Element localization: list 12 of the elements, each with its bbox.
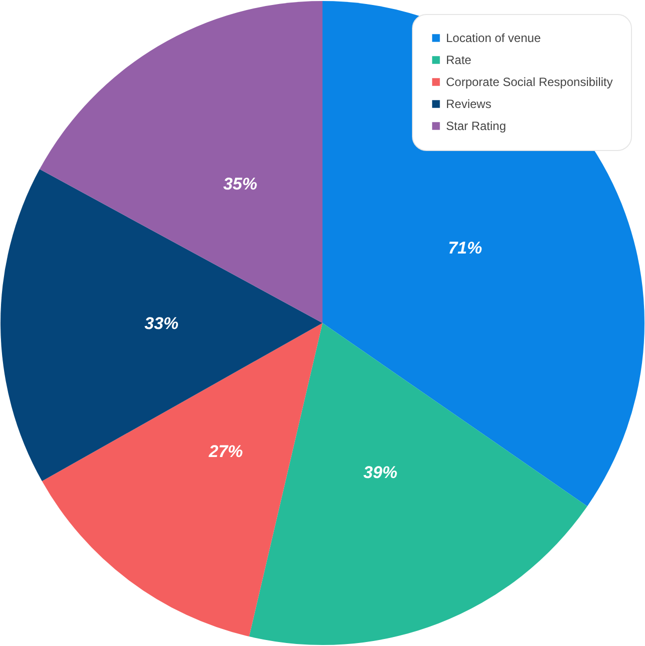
data-label: 33%: [144, 314, 179, 334]
legend-label: Star Rating: [446, 119, 506, 133]
data-label: 27%: [208, 442, 243, 461]
data-label: 39%: [363, 463, 398, 482]
data-label: 71%: [448, 238, 482, 258]
legend-label: Reviews: [446, 97, 492, 111]
pie-slice: [0, 169, 322, 482]
pie-slice: [249, 323, 588, 645]
legend-label: Rate: [446, 53, 472, 67]
legend-label: Corporate Social Responsibility: [446, 75, 613, 89]
data-label: 35%: [223, 174, 258, 194]
legend-label: Location of venue: [446, 31, 542, 45]
